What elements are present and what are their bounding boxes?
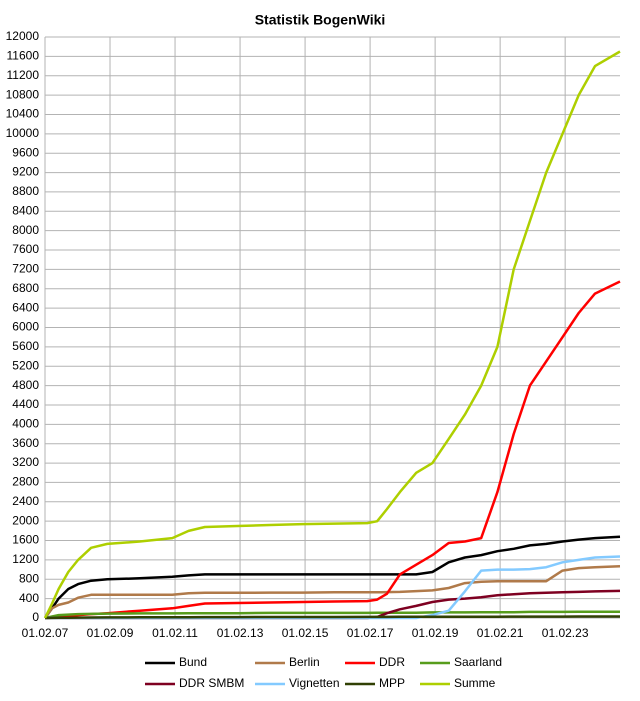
- y-tick-label: 7200: [12, 262, 39, 276]
- x-tick-label: 01.02.07: [22, 626, 69, 640]
- legend-label: DDR SMBM: [179, 676, 244, 690]
- legend-label: Vignetten: [289, 676, 340, 690]
- series-line: [44, 615, 620, 620]
- x-tick-label: 01.02.17: [347, 626, 394, 640]
- y-tick-label: 2800: [12, 475, 39, 489]
- y-tick-label: 10400: [6, 107, 40, 121]
- chart-title: Statistik BogenWiki: [255, 12, 386, 28]
- y-tick-label: 800: [19, 571, 39, 585]
- x-tick-label: 01.02.15: [282, 626, 329, 640]
- y-tick-label: 8800: [12, 184, 39, 198]
- y-tick-label: 400: [19, 591, 39, 605]
- y-tick-label: 6800: [12, 281, 39, 295]
- y-tick-label: 5600: [12, 339, 39, 353]
- y-tick-label: 4800: [12, 378, 39, 392]
- y-tick-label: 3600: [12, 436, 39, 450]
- x-tick-label: 01.02.13: [217, 626, 264, 640]
- y-tick-label: 10000: [6, 126, 40, 140]
- series-line: [44, 610, 620, 620]
- y-tick-label: 6000: [12, 320, 39, 334]
- y-tick-label: 11600: [7, 49, 40, 63]
- legend-label: Berlin: [289, 655, 320, 669]
- y-tick-label: 5200: [12, 358, 39, 372]
- legend-label: DDR: [379, 655, 405, 669]
- x-tick-label: 01.02.23: [542, 626, 589, 640]
- y-tick-label: 9600: [12, 145, 39, 159]
- legend-label: Bund: [179, 655, 207, 669]
- series-line: [43, 535, 621, 619]
- legend-label: Saarland: [454, 655, 502, 669]
- x-tick-label: 01.02.11: [152, 626, 198, 640]
- y-tick-label: 0: [32, 610, 39, 624]
- y-tick-label: 4000: [12, 417, 39, 431]
- y-tick-label: 8000: [12, 223, 39, 237]
- y-tick-label: 3200: [12, 455, 39, 469]
- y-tick-label: 1200: [12, 552, 39, 566]
- y-tick-label: 8400: [12, 203, 39, 217]
- y-tick-label: 2000: [12, 513, 39, 527]
- series-line: [43, 50, 621, 619]
- y-tick-label: 9200: [12, 165, 39, 179]
- y-tick-label: 1600: [12, 533, 39, 547]
- x-tick-label: 01.02.09: [87, 626, 134, 640]
- y-tick-label: 10800: [6, 87, 40, 101]
- x-tick-label: 01.02.21: [477, 626, 524, 640]
- y-tick-label: 11200: [7, 68, 40, 82]
- legend-label: MPP: [379, 676, 405, 690]
- x-tick-label: 01.02.19: [412, 626, 459, 640]
- y-tick-label: 6400: [12, 300, 39, 314]
- series-line: [43, 564, 621, 619]
- y-tick-label: 4400: [12, 397, 39, 411]
- y-tick-label: 7600: [12, 242, 39, 256]
- series-line: [45, 555, 621, 620]
- legend-label: Summe: [454, 676, 496, 690]
- y-tick-label: 12000: [6, 29, 40, 43]
- y-tick-label: 2400: [12, 494, 39, 508]
